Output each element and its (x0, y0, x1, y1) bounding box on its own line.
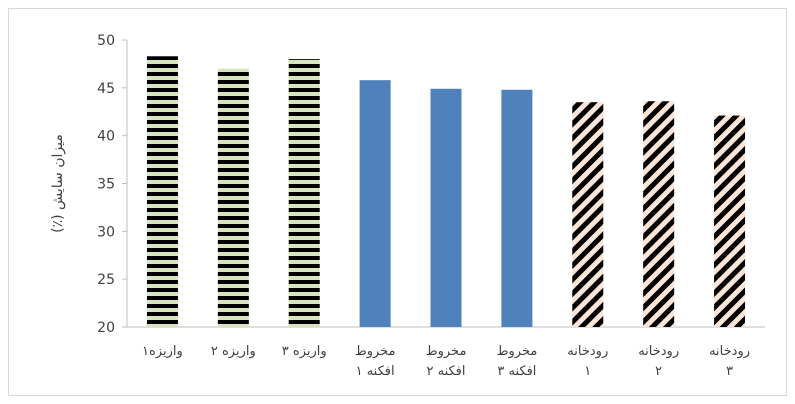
bar (288, 59, 320, 328)
y-tick-label: 30 (97, 224, 115, 240)
y-tick-label: 20 (97, 320, 115, 336)
bar (359, 80, 391, 328)
x-category-label: مخروط (355, 344, 396, 359)
x-category-label: رودخانه (638, 344, 679, 359)
y-tick-label: 50 (97, 33, 115, 49)
x-category-label: افکنه ۱ (356, 364, 395, 379)
x-category-label: واریزه ۲ (211, 344, 256, 359)
x-category-label: واریزه ۳ (282, 344, 327, 359)
bar (714, 115, 746, 328)
y-axis-title: میزان سایش (٪) (50, 134, 66, 233)
x-category-label: رودخانه (567, 344, 608, 359)
x-category-label: ۲ (655, 364, 662, 379)
x-category-label: مخروط (426, 344, 467, 359)
bar (146, 56, 178, 327)
y-tick-label: 35 (97, 177, 115, 193)
bar (572, 102, 604, 327)
bar-layer (146, 56, 746, 328)
x-category-label: رودخانه (709, 344, 750, 359)
bar (430, 88, 462, 327)
label-layer: 20 25 30 35 40 45 50 میزان سایش (٪) واریزه۱ واریز… (50, 33, 750, 379)
y-tick-label: 45 (97, 81, 115, 97)
bar (643, 101, 675, 327)
x-category-label: ۳ (726, 364, 733, 379)
bar (501, 89, 533, 327)
x-category-label: ۱ (584, 364, 591, 379)
y-tick-label: 25 (97, 272, 115, 288)
bar (217, 68, 249, 327)
x-category-label: واریزه۱ (142, 344, 183, 359)
x-category-label: مخروط (496, 344, 537, 359)
x-category-label: افکنه ۲ (426, 364, 465, 379)
x-category-label: افکنه ۳ (497, 364, 536, 379)
y-tick-label: 40 (97, 129, 115, 145)
